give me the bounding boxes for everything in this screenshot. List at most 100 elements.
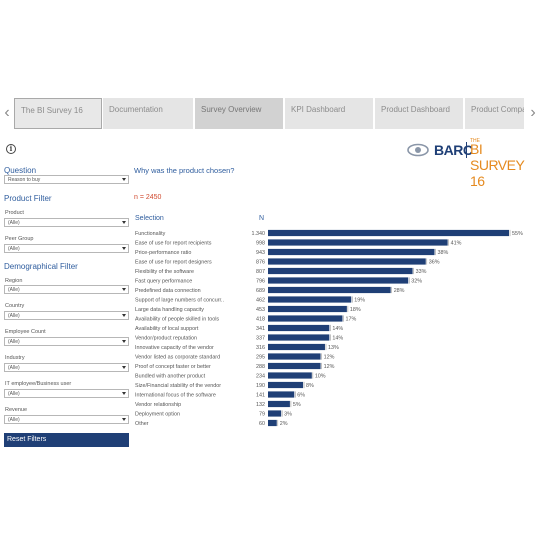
tab-product-comparison[interactable]: Product Compar: [465, 98, 525, 129]
category-label: Ease of use for report recipients: [135, 241, 212, 247]
question-heading: Question: [4, 166, 37, 175]
employee-count-label: Employee Count: [5, 329, 46, 335]
logo-brand: BARC: [434, 142, 473, 158]
count-label: 190: [256, 383, 265, 389]
peer-group-select[interactable]: (Alle): [4, 244, 129, 253]
category-label: Deployment option: [135, 412, 180, 418]
chevron-down-icon: [122, 366, 126, 369]
bar: [268, 410, 282, 417]
chevron-down-icon: [122, 418, 126, 421]
value-label: 5%: [293, 402, 301, 408]
bar: [268, 305, 347, 313]
employee-count-select[interactable]: (Alle): [4, 337, 129, 346]
scroll-right-icon[interactable]: ›: [530, 104, 536, 121]
scroll-left-icon[interactable]: ‹: [4, 104, 10, 121]
category-label: Availability of people skilled in tools: [135, 317, 219, 323]
value-label: 13%: [328, 345, 339, 351]
bar: [268, 286, 391, 294]
bar: [268, 334, 330, 341]
region-label: Region: [5, 278, 23, 284]
question-select[interactable]: Reason to buy: [4, 175, 129, 184]
info-icon[interactable]: i: [6, 144, 16, 154]
value-label: 32%: [411, 279, 422, 285]
bar: [268, 353, 321, 360]
count-label: 341: [256, 326, 265, 332]
bar: [268, 277, 409, 284]
category-label: Predefined data connection: [135, 288, 201, 294]
count-label: 876: [256, 260, 265, 266]
eye-logo-icon: [407, 143, 429, 157]
demographic-filter-heading: Demographical Filter: [4, 262, 78, 271]
count-label: 234: [256, 374, 265, 380]
product-select[interactable]: (Alle): [4, 218, 129, 227]
value-label: 19%: [354, 298, 365, 304]
logo-separator: [466, 142, 467, 158]
region-select[interactable]: (Alle): [4, 285, 129, 294]
category-label: Size/Financial stability of the vendor: [135, 383, 221, 389]
category-label: Proof of concept faster or better: [135, 364, 211, 370]
value-label: 17%: [345, 317, 356, 323]
count-label: 418: [256, 317, 265, 323]
count-label: 807: [256, 269, 265, 275]
industry-label: Industry: [5, 355, 25, 361]
revenue-label: Revenue: [5, 407, 28, 413]
bar: [268, 258, 426, 265]
count-label: 337: [256, 336, 265, 342]
tab-kpi-dashboard[interactable]: KPI Dashboard: [285, 98, 374, 129]
bar: [268, 419, 277, 427]
bar: [268, 248, 435, 256]
industry-select-value: (Alle): [8, 365, 20, 371]
country-select-value: (Alle): [8, 313, 20, 319]
count-label: 796: [256, 279, 265, 285]
count-label: 132: [256, 402, 265, 408]
value-label: 12%: [324, 364, 335, 370]
reset-filters-button[interactable]: Reset Filters: [4, 433, 129, 447]
logo-product: BI SURVEY 16: [470, 141, 525, 189]
chevron-down-icon: [122, 340, 126, 343]
count-label: 453: [256, 307, 265, 313]
tab-bi-survey-16[interactable]: The BI Survey 16: [14, 98, 102, 129]
country-label: Country: [5, 303, 25, 309]
bar: [268, 267, 413, 275]
sample-size: n = 2450: [134, 194, 162, 201]
value-label: 14%: [332, 326, 343, 332]
revenue-select[interactable]: (Alle): [4, 415, 129, 424]
country-select[interactable]: (Alle): [4, 311, 129, 320]
it-business-user-select[interactable]: (Alle): [4, 389, 129, 398]
category-label: Vendor/product reputation: [135, 336, 197, 342]
category-label: Flexibility of the software: [135, 269, 194, 275]
value-label: 18%: [350, 307, 361, 313]
tab-product-dashboard[interactable]: Product Dashboard: [375, 98, 464, 129]
bar: [268, 296, 352, 303]
bar: [268, 381, 304, 389]
value-label: 28%: [394, 288, 405, 294]
product-select-value: (Alle): [8, 220, 20, 226]
count-label: 288: [256, 364, 265, 370]
count-label: 316: [256, 345, 265, 351]
value-label: 2%: [280, 421, 288, 427]
count-label: 462: [256, 298, 265, 304]
barc-logo: BARC THE BI SURVEY 16: [404, 138, 538, 189]
it-business-user-label: IT employee/Business user: [5, 381, 72, 387]
value-label: 33%: [416, 269, 427, 275]
bar: [268, 343, 325, 351]
industry-select[interactable]: (Alle): [4, 363, 129, 372]
category-label: Price-performance ratio: [135, 250, 191, 256]
value-label: 38%: [438, 250, 449, 256]
question-select-value: Reason to buy: [8, 177, 41, 183]
tab-documentation[interactable]: Documentation: [103, 98, 194, 129]
product-filter-heading: Product Filter: [4, 194, 52, 203]
category-label: Vendor listed as corporate standard: [135, 355, 220, 361]
it-business-user-select-value: (Alle): [8, 391, 20, 397]
category-label: International focus of the software: [135, 393, 216, 399]
count-label: 295: [256, 355, 265, 361]
bar: [268, 239, 448, 246]
value-label: 8%: [306, 383, 314, 389]
count-label: 141: [256, 393, 265, 399]
tab-survey-overview[interactable]: Survey Overview: [195, 98, 284, 129]
bar: [268, 391, 295, 398]
chevron-down-icon: [122, 221, 126, 224]
selection-column-header: Selection: [135, 215, 164, 222]
chevron-down-icon: [122, 178, 126, 181]
